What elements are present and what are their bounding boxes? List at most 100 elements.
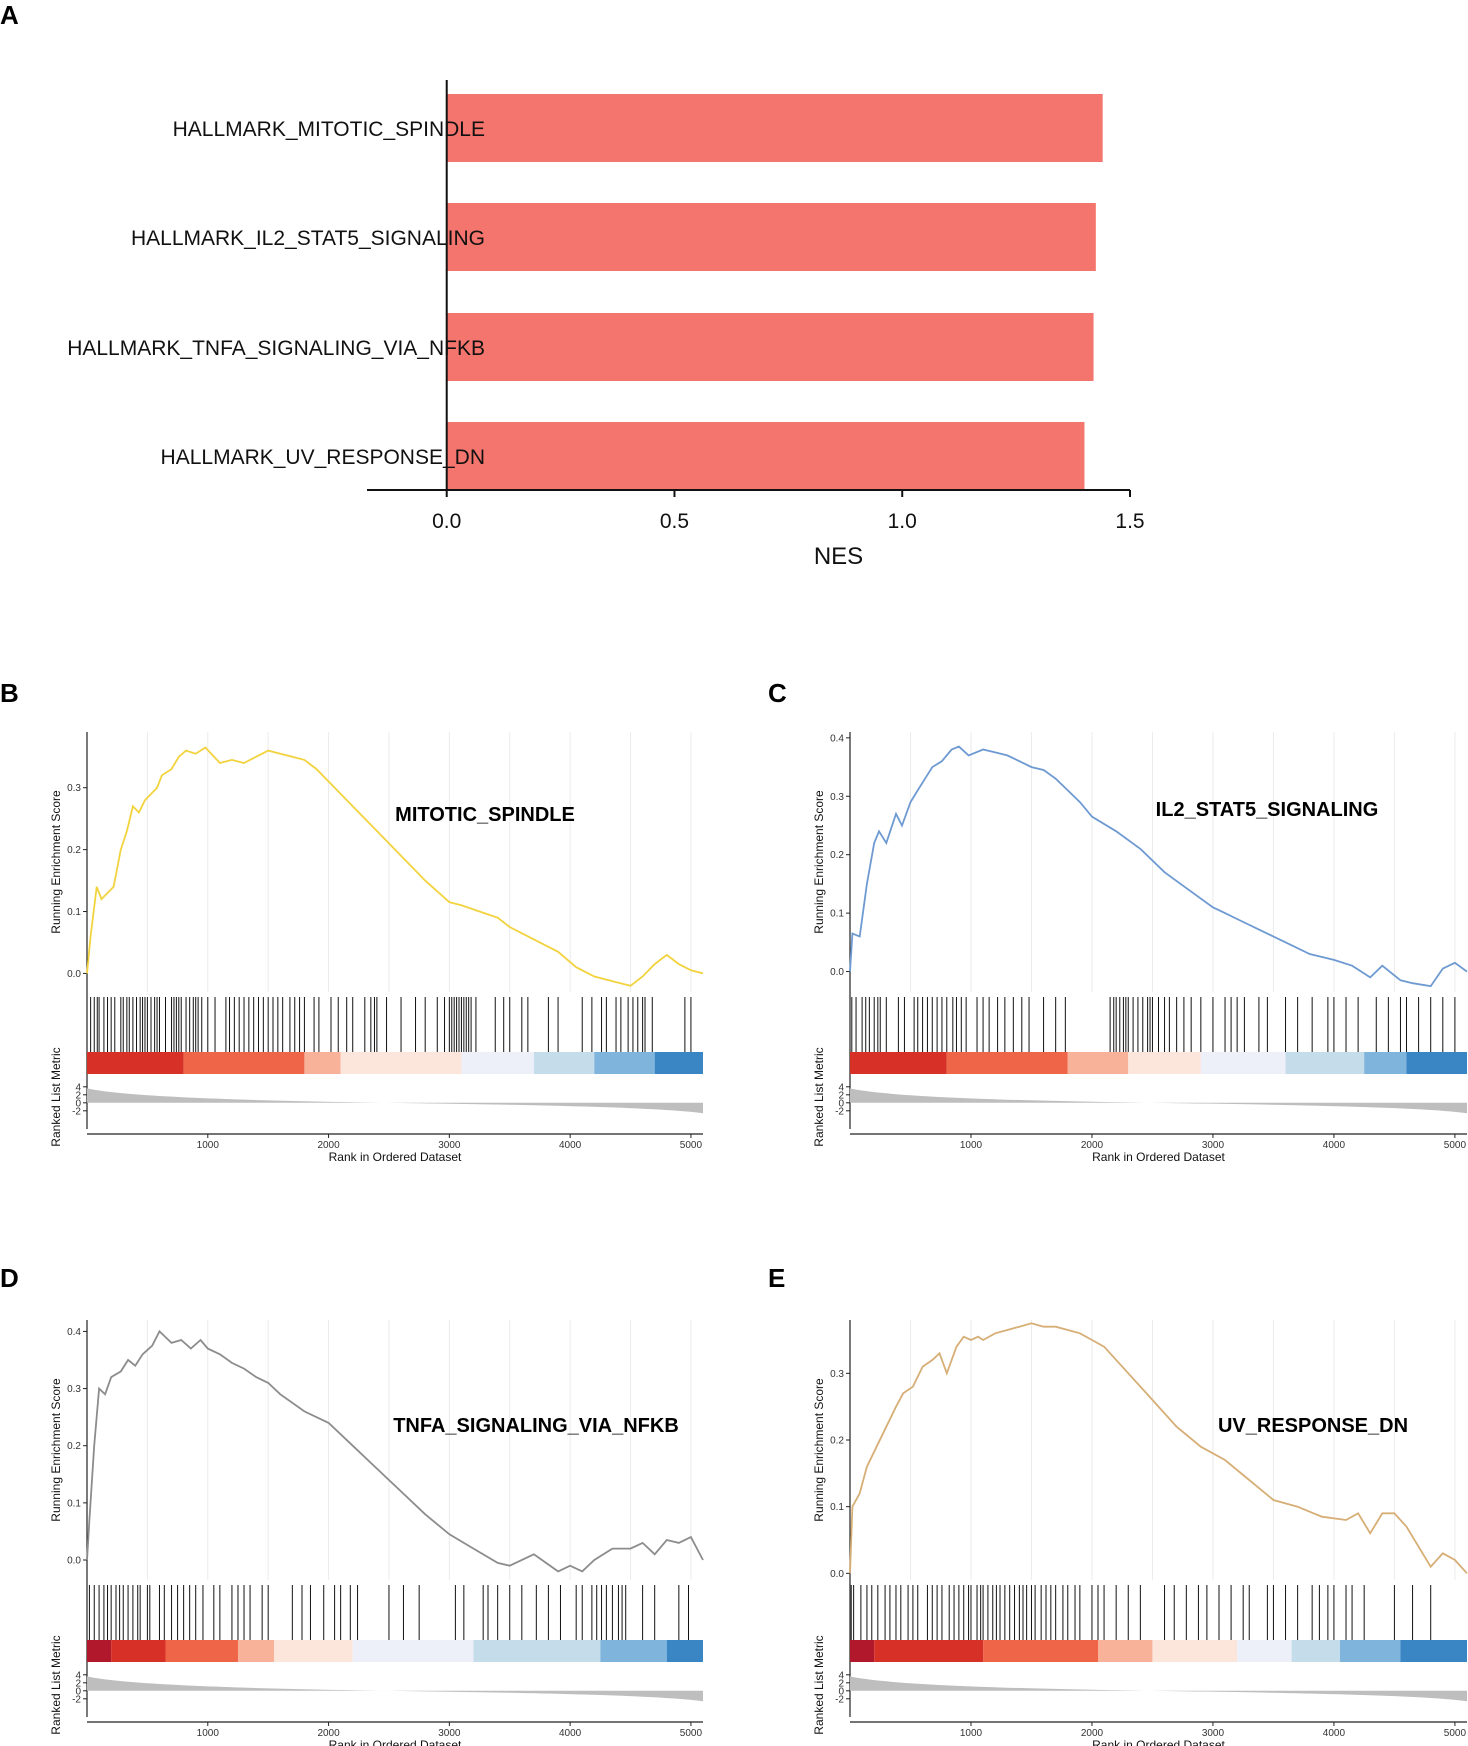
y-tick-label: 0.0 — [830, 1569, 844, 1580]
rank-heat-segment — [1128, 1052, 1201, 1074]
rank-heat-segment — [473, 1640, 601, 1662]
ranked-metric-area — [850, 1676, 1467, 1702]
rank-heat-segment — [340, 1052, 462, 1074]
metric-y-tick-label: 0 — [838, 1686, 844, 1697]
metric-y-tick-label: 4 — [75, 1082, 81, 1093]
x-axis-title: Rank in Ordered Dataset — [329, 1150, 462, 1164]
x-tick-label: 4000 — [559, 1140, 582, 1151]
y-tick-label: 0.2 — [830, 1436, 844, 1447]
metric-y-tick-label: -2 — [72, 1106, 81, 1117]
y-tick-label: 0.2 — [67, 845, 81, 856]
metric-y-tick-label: 4 — [838, 1670, 844, 1681]
gene-set-title: IL2_STAT5_SIGNALING — [1156, 799, 1379, 821]
y-tick-label: 0.1 — [67, 1498, 81, 1509]
y-tick-label: 0.0 — [67, 1556, 81, 1567]
rank-heat-segment — [1067, 1052, 1129, 1074]
ranked-metric-area — [87, 1088, 703, 1114]
y-axis-title: Running Enrichment Score — [49, 790, 63, 934]
nes-bar — [446, 313, 1094, 381]
x-tick-label: 2000 — [1081, 1140, 1104, 1151]
metric-y-tick-label: -2 — [72, 1694, 81, 1705]
x-tick-label: 3000 — [438, 1140, 461, 1151]
panel-label: D — [0, 1263, 19, 1293]
y-tick-label: 0.2 — [830, 850, 844, 861]
x-tick-label: 5000 — [1444, 1728, 1467, 1739]
rank-heat-segment — [1400, 1640, 1467, 1662]
x-tick-label: 1.0 — [888, 510, 917, 533]
category-label: HALLMARK_MITOTIC_SPINDLE — [173, 118, 485, 141]
y-axis-title: Running Enrichment Score — [812, 1378, 826, 1522]
rank-heat-segment — [1406, 1052, 1467, 1074]
metric-y-tick-label: 2 — [75, 1090, 81, 1101]
metric-y-tick-label: 4 — [838, 1082, 844, 1093]
x-tick-label: 1000 — [960, 1140, 983, 1151]
panel-label: B — [0, 678, 19, 708]
rank-heat-segment — [87, 1640, 112, 1662]
y-axis-title: Running Enrichment Score — [812, 790, 826, 934]
x-axis-title: NES — [814, 543, 863, 570]
metric-y-tick-label: -2 — [835, 1106, 844, 1117]
x-tick-label: 1000 — [960, 1728, 983, 1739]
rank-heat-segment — [1364, 1052, 1407, 1074]
metric-y-tick-label: 2 — [838, 1678, 844, 1689]
y-tick-label: 0.3 — [67, 783, 81, 794]
metric-y-tick-label: 0 — [75, 1098, 81, 1109]
gene-set-title: UV_RESPONSE_DN — [1218, 1415, 1408, 1437]
gene-set-title: MITOTIC_SPINDLE — [395, 804, 575, 826]
rank-heat-segment — [165, 1640, 238, 1662]
rank-heat-segment — [111, 1640, 166, 1662]
panel-a: A HALLMARK_MITOTIC_SPINDLE HALLMARK_IL2_ST… — [0, 0, 1145, 570]
y-tick-label: 0.0 — [830, 967, 844, 978]
rank-heat-segment — [274, 1640, 353, 1662]
metric-y-tick-label: 0 — [75, 1686, 81, 1697]
rank-heat-segment — [352, 1640, 474, 1662]
rank-heat-segment — [237, 1640, 275, 1662]
y-tick-label: 0.2 — [67, 1441, 81, 1452]
x-tick-label: 1000 — [197, 1140, 220, 1151]
ranked-metric-area — [850, 1088, 1467, 1114]
metric-y-tick-label: 4 — [75, 1670, 81, 1681]
gsea-panel-e: E 0.0 0.1 0.2 0.3 Running Enrichment Score UV_… — [768, 1263, 1468, 1746]
x-axis-title: Rank in Ordered Dataset — [1092, 1150, 1225, 1164]
rank-heat-segment — [1152, 1640, 1238, 1662]
enrichment-score-line — [86, 1329, 704, 1573]
y-tick-label: 0.1 — [830, 1502, 844, 1513]
y-tick-label: 0.4 — [67, 1327, 81, 1338]
category-label: HALLMARK_TNFA_SIGNALING_VIA_NFKB — [67, 337, 485, 360]
rank-heat-segment — [983, 1640, 1099, 1662]
rank-heat-segment — [1237, 1640, 1292, 1662]
rank-heat-segment — [1098, 1640, 1153, 1662]
panel-label: E — [768, 1263, 785, 1293]
nes-bar — [446, 203, 1096, 271]
rank-heat-segment — [850, 1640, 875, 1662]
gene-set-title: TNFA_SIGNALING_VIA_NFKB — [393, 1415, 679, 1437]
metric-axis-title: Ranked List Metric — [49, 1047, 63, 1146]
rank-heat-segment — [874, 1640, 984, 1662]
nes-bar — [446, 94, 1103, 162]
x-tick-label: 1.5 — [1115, 510, 1144, 533]
x-tick-label: 3000 — [1202, 1728, 1225, 1739]
rank-heat-segment — [533, 1052, 595, 1074]
rank-heat-segment — [1200, 1052, 1286, 1074]
rank-heat-segment — [850, 1052, 947, 1074]
rank-heat-segment — [304, 1052, 341, 1074]
rank-heat-segment — [666, 1640, 703, 1662]
x-tick-label: 2000 — [317, 1728, 340, 1739]
x-tick-label: 4000 — [1323, 1728, 1346, 1739]
ranked-metric-area — [87, 1676, 703, 1702]
rank-heat-segment — [87, 1052, 184, 1074]
rank-heat-segment — [946, 1052, 1068, 1074]
panel-label: A — [0, 0, 19, 30]
metric-y-tick-label: 0 — [838, 1098, 844, 1109]
x-tick-label: 0.5 — [660, 510, 689, 533]
enrichment-score-line — [849, 745, 1468, 988]
y-tick-label: 0.4 — [830, 733, 844, 744]
metric-axis-title: Ranked List Metric — [812, 1635, 826, 1734]
rank-heat-segment — [594, 1052, 655, 1074]
metric-y-tick-label: 2 — [838, 1090, 844, 1101]
rank-heat-segment — [600, 1640, 667, 1662]
x-tick-label: 5000 — [1444, 1140, 1467, 1151]
x-tick-label: 4000 — [1323, 1140, 1346, 1151]
rank-heat-segment — [183, 1052, 305, 1074]
